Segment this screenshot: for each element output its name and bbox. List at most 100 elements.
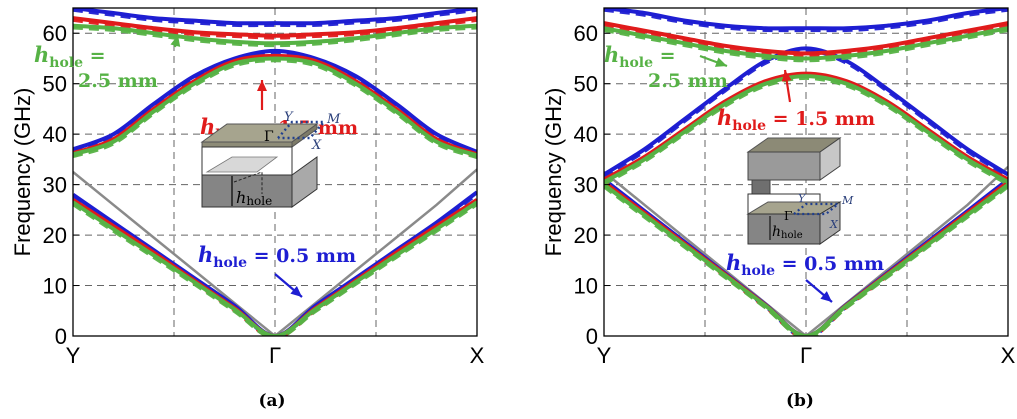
inset-label-y: Y [798,192,807,205]
annotation-symbol: h [200,114,215,139]
band-dash-h25-7 [604,76,1008,186]
x-tick-label: Y [66,343,81,368]
inset-label-gamma: Γ [264,129,274,145]
band-dash-h15-5 [604,23,1008,58]
annotation-arrow-head [257,80,267,91]
annotation-symbol: h [34,42,49,67]
annotation-value-line2: 2.5 mm [78,70,158,92]
inset-label-y: Y [284,110,294,125]
inset-label-h-sub: hole [781,230,803,241]
inset-hole-top [205,156,279,173]
inset-base-front [747,213,821,245]
inset-label-m: M [841,194,854,207]
band-dash-h25-6 [604,185,1008,336]
axes-frame [72,7,478,337]
y-tick-label: 40 [43,122,67,147]
x-tick-label: Γ [800,343,812,368]
annotation-arrow-head [290,286,302,297]
band-dash-h15-5 [73,18,477,40]
band-line-h05-0 [73,190,477,336]
y-tick-label: 0 [586,324,598,349]
annotation-arrow-head [820,291,832,302]
inset-brillouin-path [277,120,327,140]
y-tick-label: 30 [43,173,67,198]
panel-caption: (a) [258,391,285,411]
annotation-label: hhole = [34,42,106,71]
band-line-h25-7 [73,56,477,158]
y-tick-label: 20 [574,223,598,248]
annotation-value: = 0.5 mm [775,253,884,275]
light-line [604,166,1008,336]
axes-frame [603,7,1009,337]
annotation-subscript: hole [619,55,653,71]
band-line-h05-2 [604,8,1008,31]
y-tick-label: 50 [574,72,598,97]
band-line-h25-6 [73,200,477,336]
x-tick-label: Y [597,343,612,368]
annotation-subscript: hole [741,263,775,279]
annotation-subscript: hole [732,118,766,134]
annotation-label: hhole = 1.5 mm [717,105,875,134]
annotation-arrow-head [781,70,792,82]
band-dash-h25-7 [73,59,477,160]
band-dash-h05-1 [604,48,1008,179]
band-dash-h25-6 [73,203,477,336]
inset-label-gamma: Γ [784,209,792,223]
annotation-value: = [83,45,106,67]
band-line-h25-8 [73,23,477,46]
annotation-h25: hhole =2.5 mm [604,42,728,92]
y-tick-label: 20 [43,223,67,248]
band-dash-h25-8 [604,28,1008,63]
band-line-h05-2 [73,8,477,26]
annotation-symbol: h [198,242,213,267]
band-dash-h05-2 [73,8,477,28]
band-dash-h25-8 [73,26,477,48]
annotation-value: = 1.5 mm [766,108,875,130]
y-tick-label: 50 [43,72,67,97]
inset-top-block [747,151,821,181]
annotation-h05: hhole = 0.5 mm [726,250,884,303]
y-tick-label: 40 [574,122,598,147]
inset-base-front [201,174,293,208]
band-line-h15-5 [604,21,1008,56]
annotation-value: = [653,45,676,67]
annotation-h05: hhole = 0.5 mm [198,242,356,298]
y-tick-label: 30 [574,173,598,198]
inset-plate-side [291,123,318,148]
inset-base-side [291,156,318,208]
x-tick-label: X [1001,343,1016,368]
annotation-value: = 0.5 mm [247,245,356,267]
annotation-h15: hhole = 1.5 mm [717,69,875,134]
band-line-h25-6 [604,183,1008,336]
y-tick-label: 0 [55,324,67,349]
band-line-h15-3 [73,198,477,336]
plot-area [604,8,1008,336]
annotation-symbol: h [604,42,619,67]
inset-label-x: X [829,218,839,231]
band-line-h15-5 [73,16,477,38]
y-tick-label: 60 [43,21,67,46]
band-line-h05-1 [604,46,1008,177]
annotation-label: hhole = [604,42,676,71]
x-tick-label: Γ [269,343,281,368]
annotation-arrow-head [170,35,181,47]
inset-brillouin-path [793,202,842,216]
annotation-value-line2: 2.5 mm [648,70,728,92]
band-line-h25-7 [604,74,1008,184]
band-dash-h05-1 [73,51,477,156]
x-tick-label: X [470,343,485,368]
inset-label-m: M [326,112,341,127]
annotation-symbol: h [726,250,741,275]
y-tick-label: 60 [574,21,598,46]
band-dash-h05-2 [604,8,1008,33]
inset-plate-edge [201,141,293,148]
y-axis-label: Frequency (GHz) [541,88,566,257]
annotation-arrow-head [714,57,727,67]
plot-area [73,8,477,336]
inset-pin [751,179,771,195]
